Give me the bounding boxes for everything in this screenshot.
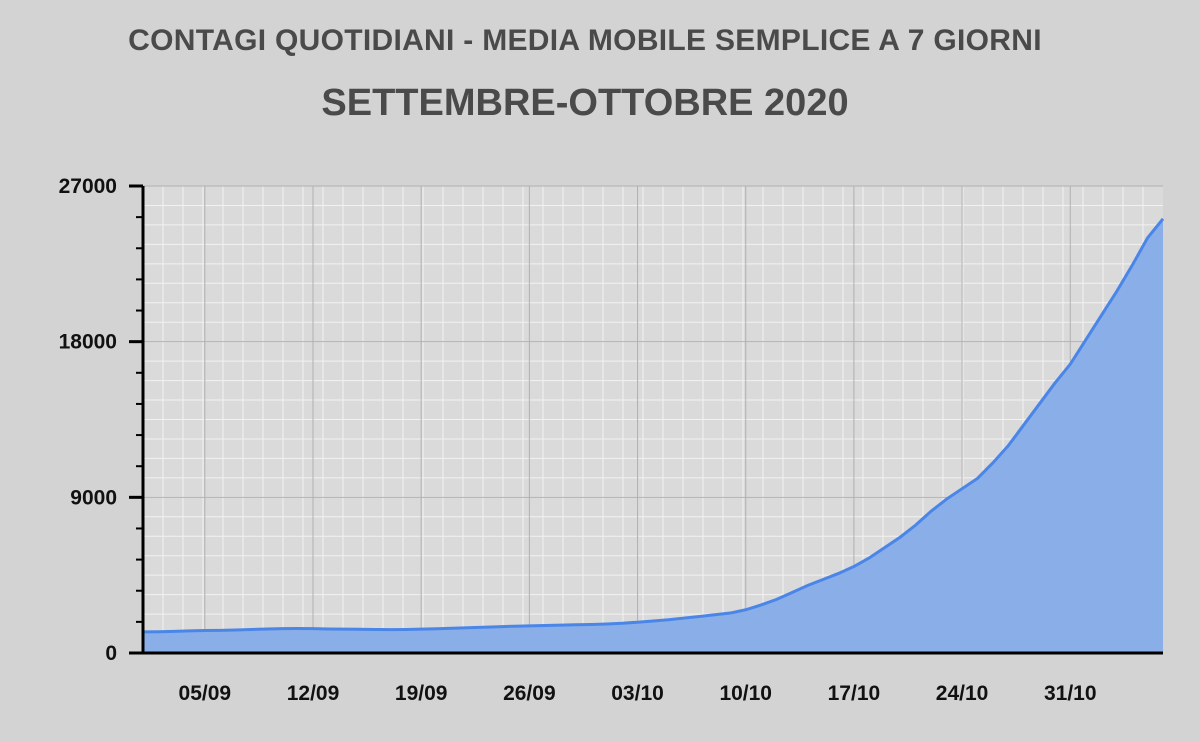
x-tick-label: 26/09 — [503, 682, 556, 705]
y-tick-label: 0 — [105, 642, 117, 665]
x-tick-label: 05/09 — [179, 682, 232, 705]
x-tick-label: 19/09 — [395, 682, 448, 705]
chart-title: CONTAGI QUOTIDIANI - MEDIA MOBILE SEMPLI… — [128, 24, 1042, 57]
series-area-fill — [143, 218, 1163, 654]
x-tick-label: 10/10 — [719, 682, 772, 705]
y-axis: 0 9000 18000 27000 — [59, 175, 145, 665]
x-axis: 05/09 12/09 19/09 26/09 03/10 10/10 17/10 24/10… — [143, 651, 1163, 705]
y-tick-label: 9000 — [70, 486, 117, 509]
chart-subtitle: SETTEMBRE-OTTOBRE 2020 — [321, 82, 849, 124]
x-tick-label: 12/09 — [287, 682, 340, 705]
x-tick-label: 24/10 — [936, 682, 989, 705]
series-line — [142, 217, 1165, 634]
y-tick-label: 18000 — [59, 331, 117, 354]
x-tick-label: 03/10 — [611, 682, 664, 705]
y-tick-label: 27000 — [59, 175, 117, 198]
x-tick-label: 17/10 — [828, 682, 881, 705]
x-tick-label: 31/10 — [1044, 682, 1097, 705]
